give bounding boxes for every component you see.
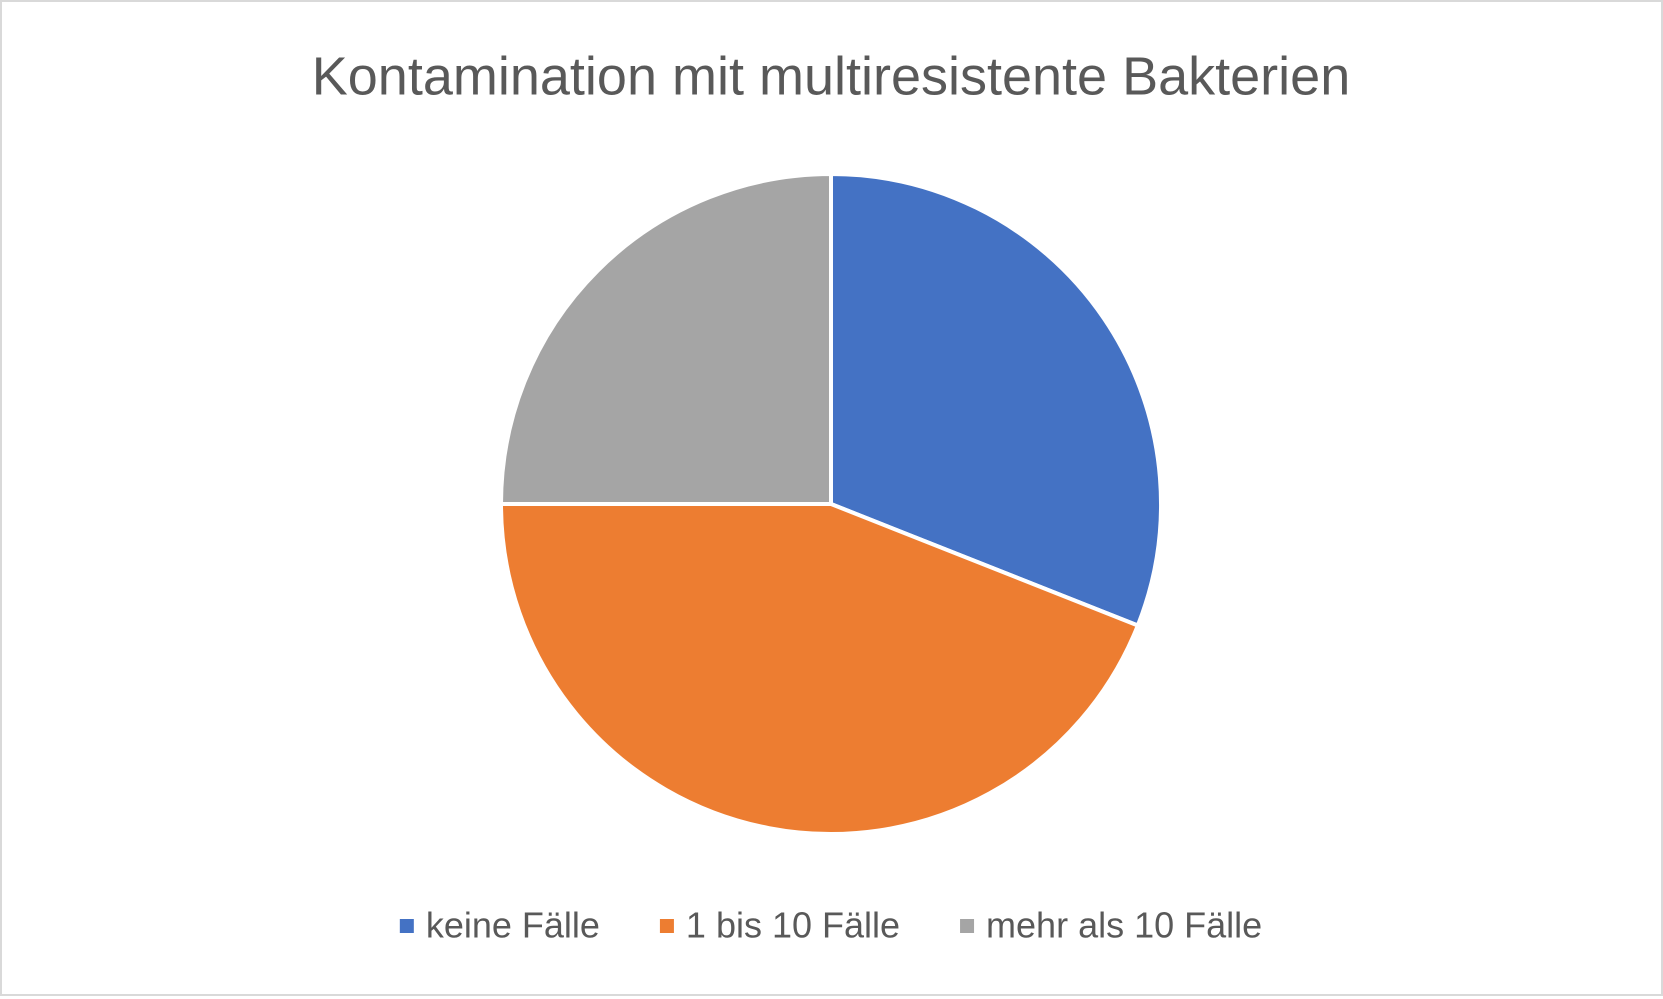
pie-slice — [829, 171, 1163, 629]
legend-swatch — [960, 919, 975, 933]
legend-label: 1 bis 10 Fälle — [686, 905, 900, 946]
legend-swatch — [659, 919, 674, 933]
pie-slice — [498, 171, 833, 506]
pie-slice — [498, 502, 1141, 836]
chart-title: Kontamination mit multiresistente Bakter… — [312, 46, 1350, 106]
legend-label: keine Fälle — [426, 905, 600, 946]
legend-label: mehr als 10 Fälle — [986, 905, 1262, 946]
legend: keine Fälle 1 bis 10 Fälle mehr als 10 Fäl… — [399, 905, 1262, 946]
legend-swatch — [399, 919, 414, 933]
